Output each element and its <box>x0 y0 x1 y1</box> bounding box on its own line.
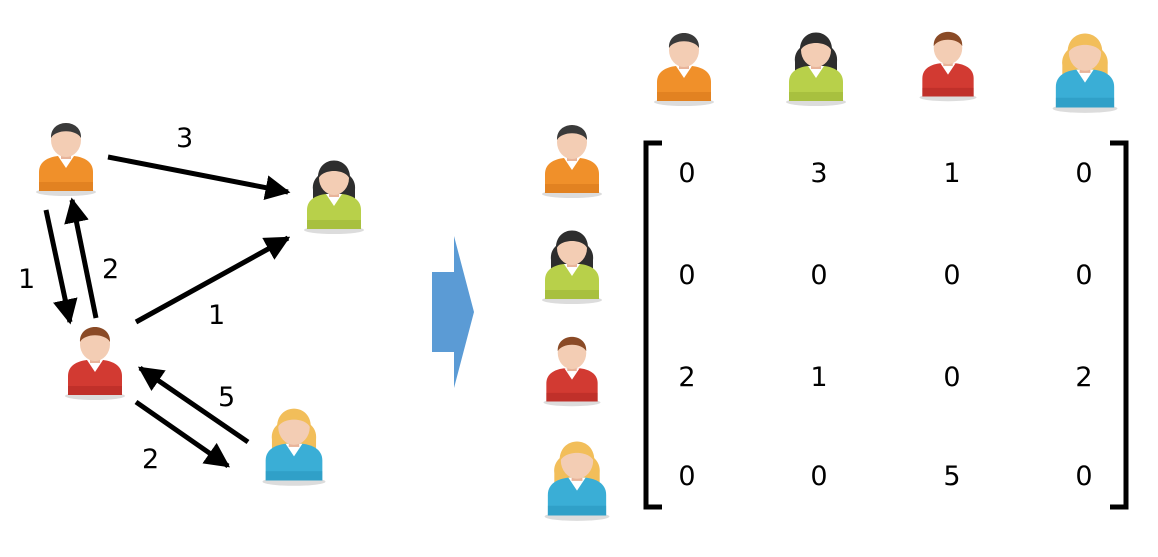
matrix-cell: 2 <box>1075 362 1092 393</box>
edge-red-green <box>134 235 291 325</box>
edge-label-orange-green: 3 <box>176 123 193 154</box>
edge-label-red-blue: 2 <box>142 444 159 475</box>
matrix-cell: 0 <box>943 260 960 291</box>
matrix-cell: 1 <box>943 158 960 189</box>
green-person-icon <box>786 32 846 106</box>
matrix-row-headers <box>542 125 610 521</box>
edge-red-orange <box>64 197 99 319</box>
orange-person-icon <box>542 125 602 198</box>
right-arrow-icon <box>432 236 474 388</box>
matrix-right-bracket <box>1110 140 1129 510</box>
graph-edges <box>43 154 291 469</box>
matrix-cell: 0 <box>810 260 827 291</box>
edge-labels: 3 1 2 1 5 2 <box>18 123 235 475</box>
blue-person-icon <box>544 441 610 521</box>
edge-label-red-orange: 2 <box>102 254 119 285</box>
blue-person-icon <box>1052 33 1118 113</box>
edge-label-red-green: 1 <box>208 300 225 331</box>
matrix-cell: 0 <box>678 260 695 291</box>
matrix-cell: 0 <box>1075 158 1092 189</box>
matrix-cell: 0 <box>678 158 695 189</box>
matrix-cell: 0 <box>943 362 960 393</box>
edge-orange-green <box>107 154 291 200</box>
red-person-icon <box>543 336 601 407</box>
edge-red-blue <box>134 399 231 469</box>
edge-label-blue-red: 5 <box>218 382 235 413</box>
matrix-cell: 2 <box>678 362 695 393</box>
matrix-cell: 0 <box>810 461 827 492</box>
edge-label-orange-red: 1 <box>18 264 35 295</box>
matrix-cell: 0 <box>1075 260 1092 291</box>
matrix-left-bracket <box>643 140 662 510</box>
matrix-cell: 0 <box>678 461 695 492</box>
blue-person-icon <box>262 408 326 486</box>
matrix-column-headers <box>654 31 1118 113</box>
red-person-icon <box>65 327 125 400</box>
edge-blue-red <box>137 365 250 445</box>
matrix-cell: 5 <box>943 461 960 492</box>
green-person-icon <box>542 230 602 304</box>
matrix-cells: 0 3 1 0 0 0 0 0 2 1 0 2 0 0 5 0 <box>678 158 1092 492</box>
orange-person-icon <box>654 33 714 106</box>
graph-nodes <box>36 123 364 486</box>
matrix-cell: 1 <box>810 362 827 393</box>
matrix-cell: 0 <box>1075 461 1092 492</box>
red-person-icon <box>919 31 977 102</box>
green-person-icon <box>304 160 364 234</box>
orange-person-icon <box>36 123 96 196</box>
edge-orange-red <box>43 209 78 325</box>
matrix-cell: 3 <box>810 158 827 189</box>
